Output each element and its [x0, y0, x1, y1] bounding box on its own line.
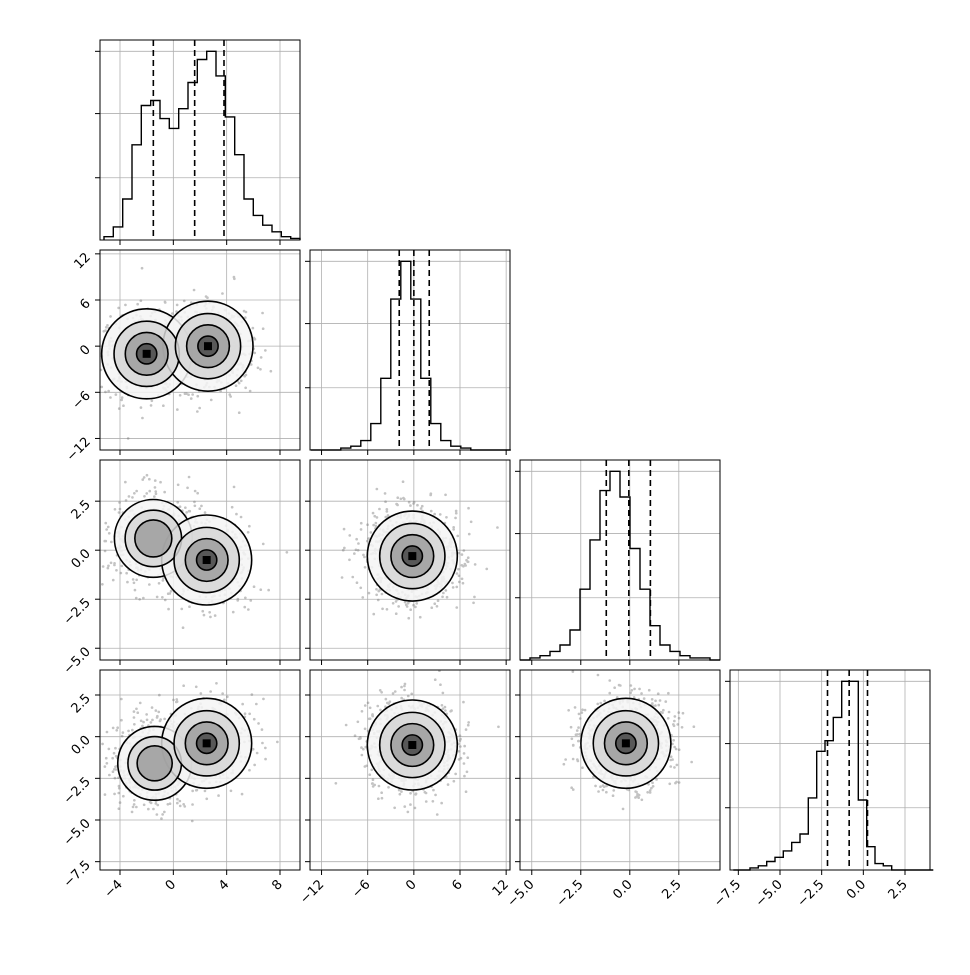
y-tick-label: 0.0: [69, 546, 94, 571]
density-peak: [202, 556, 211, 564]
hist-frame-3: [729, 669, 931, 871]
x-tick-label: 2.5: [886, 877, 911, 902]
scatter-panel-3-2: −5.0 −2.5 0.0 2.5: [505, 669, 721, 910]
scatter-frame-2-1: [309, 459, 511, 661]
y-tick-label: −12: [64, 435, 94, 465]
x-tick-label: 0.0: [844, 877, 869, 902]
y-tick-label: −7.5: [61, 858, 94, 891]
x-tick-label: 8: [269, 877, 285, 893]
y-tick-label: 0.0: [69, 733, 94, 758]
density-peak: [408, 552, 417, 561]
scatter-content: [101, 682, 279, 823]
x-tick-label: −7.5: [711, 877, 744, 910]
scatter-content: [562, 670, 696, 811]
y-tick-label: 6: [77, 296, 93, 312]
y-tick-label: 2.5: [69, 691, 94, 716]
density-peak: [142, 349, 151, 358]
scatter-panel-3-1: −12 −6 0 6 12: [297, 669, 512, 907]
x-tick-label: −12: [297, 877, 327, 907]
density-peak: [202, 739, 211, 748]
hist-panel-2: [515, 459, 721, 665]
hist-step-1: [310, 260, 511, 451]
y-tick-label: −5.0: [61, 816, 94, 849]
density-peak: [621, 739, 630, 748]
x-tick-label: −6: [349, 877, 373, 901]
hist-panel-1: [305, 249, 511, 455]
scatter-frame-3-0: [99, 669, 301, 871]
scatter-content: [340, 480, 499, 620]
hist-frame-1: [309, 249, 511, 451]
scatter-content: [100, 473, 289, 629]
y-tick-label: 12: [72, 250, 94, 272]
scatter-panel-2-1: [305, 459, 511, 665]
scatter-content: [334, 670, 500, 816]
x-tick-label: 6: [449, 877, 465, 893]
hist-frame-0: [99, 39, 301, 241]
hist-frame-2: [519, 459, 721, 661]
scatter-panel-2-0: −5.0 −2.5 0.0 2.5: [61, 459, 301, 677]
x-tick-label: 0: [163, 877, 179, 893]
y-tick-label: 0: [77, 342, 93, 358]
density-contour: [134, 519, 173, 558]
x-tick-label: 0: [403, 877, 419, 893]
scatter-frame-3-1: [309, 669, 511, 871]
hist-step-0: [103, 50, 301, 240]
hist-step-2: [520, 470, 720, 661]
x-tick-label: −4: [102, 877, 126, 901]
scatter-panel-3-0: −4 0 4 8 −7.5 −5.0 −2.5 0.0 2.5: [61, 669, 301, 901]
y-tick-label: −2.5: [61, 775, 94, 808]
scatter-content: [100, 266, 273, 440]
scatter-frame-2-0: [99, 459, 301, 661]
x-tick-label: −5.0: [505, 877, 538, 910]
density-contour: [136, 745, 173, 782]
x-tick-label: −5.0: [753, 877, 786, 910]
density-peak: [408, 741, 417, 749]
y-tick-label: −6: [70, 389, 94, 413]
hist-panel-0: [95, 39, 301, 245]
x-tick-label: −2.5: [554, 877, 587, 910]
y-tick-label: −2.5: [61, 595, 94, 628]
y-tick-label: −5.0: [61, 644, 94, 677]
x-tick-label: 0.0: [610, 877, 635, 902]
hist-step-3: [733, 680, 934, 871]
scatter-frame-1-0: [99, 249, 301, 451]
x-tick-label: −2.5: [795, 877, 828, 910]
x-tick-label: 4: [216, 877, 232, 893]
y-tick-label: 2.5: [69, 497, 94, 522]
scatter-frame-3-2: [519, 669, 721, 871]
x-tick-label: 2.5: [659, 877, 684, 902]
scatter-panel-1-0: −12 −6 0 6 12: [64, 249, 301, 465]
density-peak: [204, 342, 212, 351]
hist-panel-3: −7.5 −5.0 −2.5 0.0 2.5: [711, 669, 934, 910]
